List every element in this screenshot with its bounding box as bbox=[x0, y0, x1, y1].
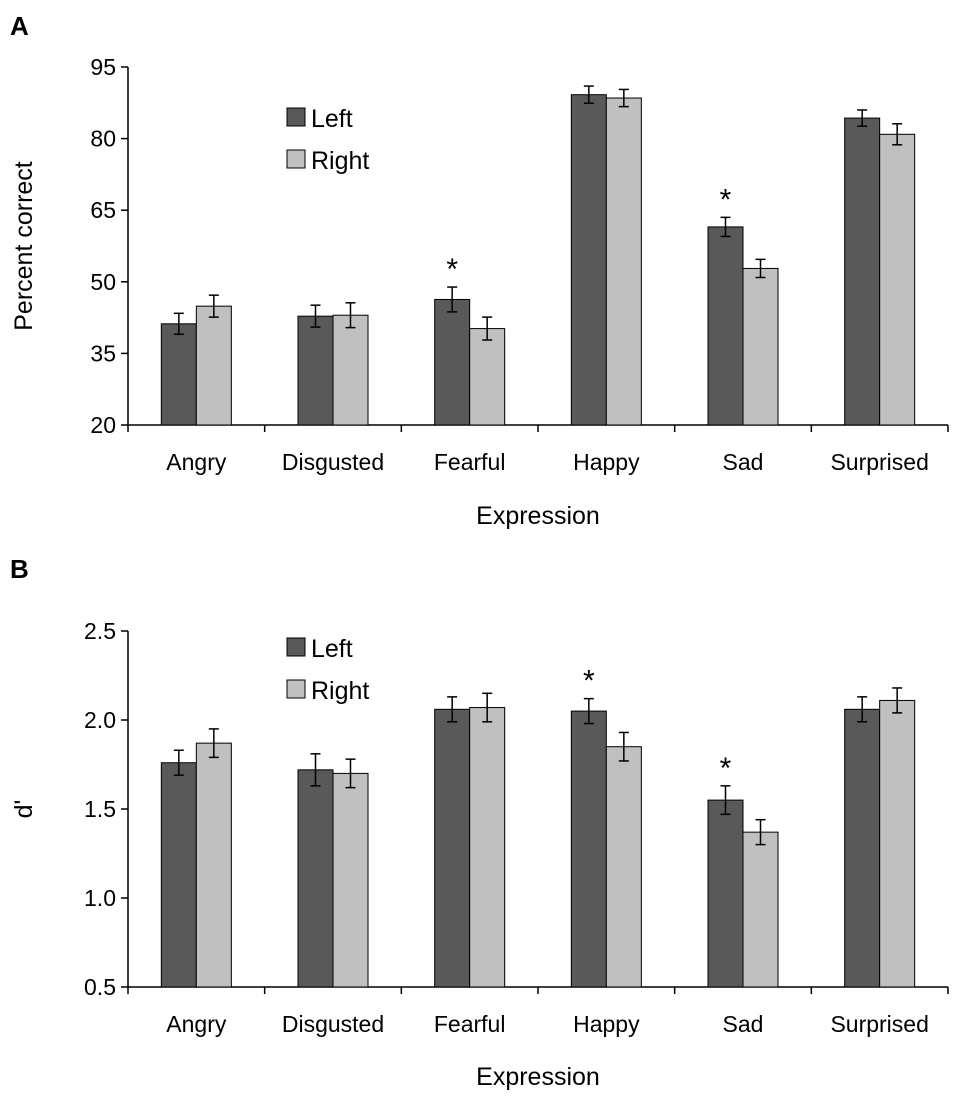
y-tick-label: 95 bbox=[90, 54, 116, 80]
bar-left-disgusted bbox=[297, 769, 334, 988]
bar-right-sad bbox=[742, 831, 779, 988]
significance-marker: * bbox=[446, 253, 458, 286]
bar-left-sad bbox=[707, 226, 744, 426]
legend-swatch-left bbox=[286, 637, 306, 657]
legend-swatch-left bbox=[286, 107, 306, 127]
x-category-label: Fearful bbox=[434, 1011, 506, 1037]
y-axis-title: d' bbox=[10, 800, 38, 819]
x-category-label: Angry bbox=[166, 1011, 227, 1037]
x-category-label: Disgusted bbox=[282, 1011, 384, 1037]
bar-left-happy bbox=[570, 94, 607, 426]
panel-b-label: B bbox=[10, 554, 29, 584]
bar-right-surprised bbox=[879, 133, 916, 426]
bar-left-surprised bbox=[844, 117, 881, 426]
bar-right-fearful bbox=[469, 707, 506, 988]
legend-swatch-right bbox=[286, 679, 306, 699]
chart-panel-a: 20 35 50 65 80 95 Angry Disgusted Fearful * Happy S… bbox=[10, 54, 949, 530]
y-tick-label: 2.0 bbox=[84, 707, 116, 733]
bar-left-fearful bbox=[434, 708, 471, 988]
legend-label-left: Left bbox=[311, 105, 353, 133]
y-tick-label: 2.5 bbox=[84, 618, 116, 644]
bar-right-fearful bbox=[469, 328, 506, 426]
legend-label-left: Left bbox=[311, 635, 353, 663]
x-category-label: Sad bbox=[723, 449, 764, 475]
chart-panel-b: 0.5 1.0 1.5 2.0 2.5 Angry Disgusted Fearful Happ… bbox=[10, 618, 949, 1091]
bar-left-angry bbox=[160, 762, 197, 988]
bar-right-sad bbox=[742, 267, 779, 426]
x-category-label: Fearful bbox=[434, 449, 506, 475]
bar-left-sad bbox=[707, 799, 744, 988]
bar-left-fearful bbox=[434, 298, 471, 426]
panel-a-label: A bbox=[10, 11, 29, 41]
x-category-label: Happy bbox=[573, 449, 640, 475]
y-tick-label: 1.5 bbox=[84, 796, 116, 822]
y-tick-label: 65 bbox=[90, 197, 116, 223]
bar-right-angry bbox=[195, 742, 232, 988]
bar-right-happy bbox=[605, 97, 642, 426]
significance-marker: * bbox=[720, 752, 732, 785]
x-axis-title: Expression bbox=[476, 1063, 600, 1091]
y-tick-label: 50 bbox=[90, 269, 116, 295]
y-tick-label: 0.5 bbox=[84, 974, 116, 1000]
y-tick-label: 80 bbox=[90, 126, 116, 152]
x-category-label: Disgusted bbox=[282, 449, 384, 475]
legend-swatch-right bbox=[286, 149, 306, 169]
bar-right-surprised bbox=[879, 699, 916, 988]
bar-right-happy bbox=[605, 746, 642, 988]
legend-label-right: Right bbox=[311, 677, 369, 705]
bar-right-disgusted bbox=[332, 772, 369, 988]
x-category-label: Sad bbox=[723, 1011, 764, 1037]
x-category-label: Surprised bbox=[830, 1011, 928, 1037]
bar-right-angry bbox=[195, 305, 232, 426]
bar-left-angry bbox=[160, 323, 197, 426]
y-tick-label: 35 bbox=[90, 340, 116, 366]
bar-right-disgusted bbox=[332, 314, 369, 426]
y-tick-label: 20 bbox=[90, 412, 116, 438]
y-axis-title: Percent correct bbox=[10, 161, 38, 331]
x-category-label: Angry bbox=[166, 449, 227, 475]
x-category-label: Surprised bbox=[830, 449, 928, 475]
x-axis-title: Expression bbox=[476, 502, 600, 530]
significance-marker: * bbox=[583, 665, 595, 698]
significance-marker: * bbox=[720, 183, 732, 216]
bar-left-disgusted bbox=[297, 315, 334, 426]
bar-left-happy bbox=[570, 710, 607, 988]
y-tick-label: 1.0 bbox=[84, 885, 116, 911]
bar-left-surprised bbox=[844, 708, 881, 988]
x-category-label: Happy bbox=[573, 1011, 640, 1037]
legend-label-right: Right bbox=[311, 147, 369, 175]
